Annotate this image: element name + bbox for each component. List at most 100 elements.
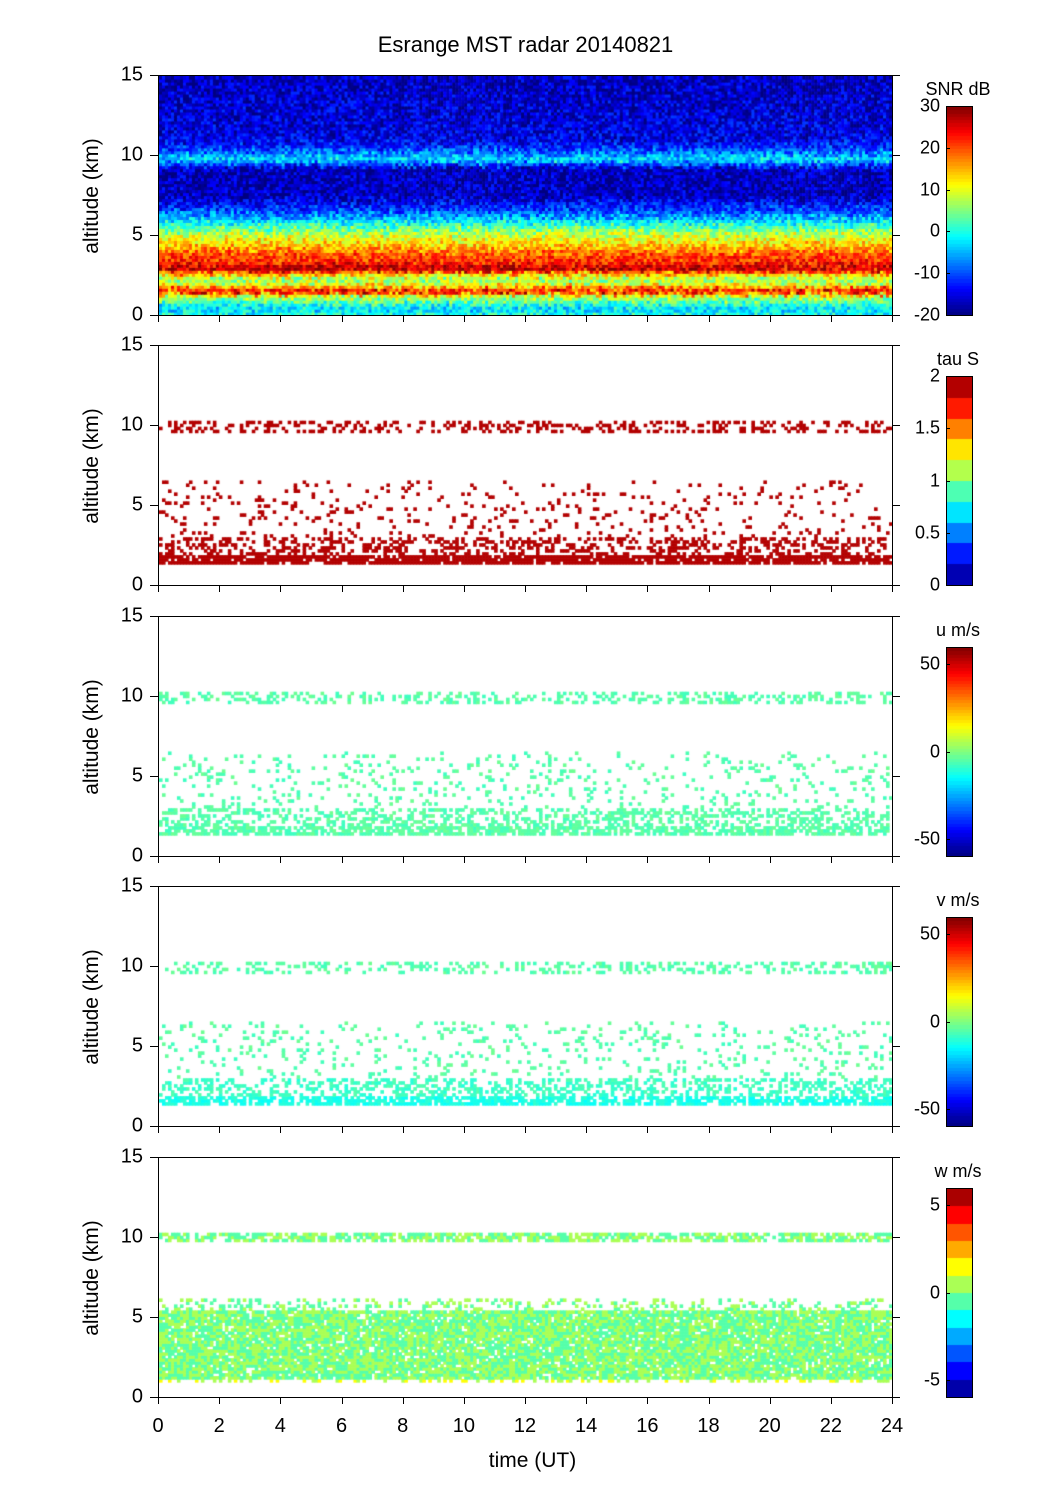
- x-tick-mark: [708, 316, 710, 322]
- y-tick-mark-right: [893, 1317, 900, 1318]
- x-tick-label: 6: [335, 1415, 348, 1437]
- colorbar-tick-label: 50: [919, 923, 940, 944]
- y-tick-label: 15: [120, 604, 143, 627]
- y-axis-label: altitude (km): [80, 407, 103, 524]
- y-tick-mark: [150, 505, 158, 506]
- heatmap-cells-w: [159, 1158, 892, 1397]
- x-tick-mark: [341, 857, 343, 863]
- x-tick-mark: [525, 1398, 526, 1404]
- y-tick-mark: [150, 315, 158, 316]
- x-tick-mark: [463, 316, 465, 322]
- x-tick-mark: [280, 1398, 282, 1404]
- y-tick-mark: [150, 425, 158, 426]
- x-tick-mark: [586, 857, 588, 863]
- heatmap-cells-v: [159, 887, 892, 1126]
- y-tick-label: 5: [131, 1305, 143, 1328]
- x-tick-mark: [647, 1398, 649, 1404]
- y-tick-mark: [150, 616, 158, 617]
- y-tick-label: 10: [120, 954, 143, 977]
- y-tick-mark-right: [893, 585, 900, 586]
- colorbar-tick-label: 20: [919, 137, 940, 158]
- y-tick-mark: [150, 1126, 158, 1127]
- x-tick-mark: [402, 857, 404, 863]
- x-tick-mark: [525, 857, 526, 863]
- x-tick-mark: [708, 1398, 710, 1404]
- y-axis-label: altitude (km): [80, 137, 103, 254]
- x-tick-mark: [341, 316, 343, 322]
- y-tick-mark-right: [893, 1157, 900, 1158]
- x-tick-label: 0: [152, 1415, 164, 1437]
- x-tick-mark: [769, 586, 771, 592]
- heatmap-cells-tau: [159, 346, 892, 585]
- colorbar-tick-mark: [946, 1205, 950, 1207]
- colorbar-tick-mark: [946, 147, 950, 149]
- x-tick-mark: [158, 586, 159, 592]
- y-tick-label: 10: [120, 1225, 143, 1248]
- y-axis-label: altitude (km): [80, 678, 103, 795]
- colorbar-tick-mark: [946, 585, 950, 586]
- colorbar-tick-label: 0: [929, 741, 940, 761]
- y-tick-mark: [150, 1397, 158, 1398]
- y-tick-mark: [150, 1237, 158, 1238]
- y-tick-mark-right: [893, 1126, 900, 1127]
- colorbar-tick-label: 1.5: [914, 417, 940, 438]
- colorbar-label-snr: SNR dB: [925, 79, 991, 99]
- y-tick-label: 15: [120, 1145, 143, 1168]
- x-tick-mark: [219, 1398, 221, 1404]
- colorbar-label-w: w m/s: [934, 1161, 982, 1181]
- x-tick-mark: [586, 316, 588, 322]
- x-tick-mark: [341, 1127, 343, 1133]
- y-tick-mark-right: [893, 315, 900, 316]
- x-tick-mark: [219, 1127, 221, 1133]
- x-tick-mark: [892, 586, 893, 592]
- y-tick-mark-right: [893, 966, 900, 967]
- y-tick-mark: [150, 235, 158, 236]
- colorbar-tick-mark: [946, 532, 950, 534]
- y-tick-label: 15: [120, 333, 143, 356]
- x-tick-label: 8: [397, 1415, 409, 1437]
- y-tick-label: 0: [131, 303, 143, 326]
- y-tick-mark-right: [893, 425, 900, 426]
- colorbar-label-tau: tau S: [936, 349, 980, 369]
- colorbar-tick-mark: [946, 1108, 950, 1110]
- figure-title: Esrange MST radar 20140821: [377, 32, 674, 57]
- x-tick-mark: [280, 857, 282, 863]
- y-tick-mark: [150, 776, 158, 777]
- x-tick-mark: [402, 1398, 404, 1404]
- colorbar-label-u: u m/s: [935, 620, 980, 640]
- y-tick-mark-right: [893, 235, 900, 236]
- x-tick-mark: [586, 1127, 588, 1133]
- y-tick-mark-right: [893, 1237, 900, 1238]
- y-tick-label: 10: [120, 143, 143, 166]
- colorbar-tick-mark: [946, 106, 950, 107]
- colorbar-gradient: [947, 918, 972, 1126]
- x-tick-mark: [402, 316, 404, 322]
- x-tick-label: 18: [697, 1415, 720, 1437]
- colorbar-tick-mark: [946, 480, 950, 482]
- colorbar-snr: [946, 106, 973, 316]
- colorbar-tick-mark: [946, 231, 950, 233]
- x-tick-mark: [769, 1127, 771, 1133]
- x-tick-mark: [647, 1127, 649, 1133]
- y-tick-mark-right: [893, 886, 900, 887]
- x-tick-mark: [158, 1127, 159, 1133]
- heatmap-cells-snr: [159, 76, 892, 315]
- colorbar-gradient: [947, 648, 972, 856]
- colorbar-tick-mark: [946, 428, 950, 430]
- y-tick-mark-right: [893, 345, 900, 346]
- colorbar-tick-label: -10: [913, 262, 940, 283]
- x-tick-mark: [708, 1127, 710, 1133]
- x-tick-mark: [892, 857, 893, 863]
- y-tick-mark: [150, 966, 158, 967]
- x-tick-label: 20: [758, 1415, 781, 1437]
- colorbar-tick-label: -50: [913, 1098, 940, 1119]
- x-tick-label: 2: [213, 1415, 225, 1437]
- colorbar-tick-label: 0: [929, 1011, 940, 1031]
- x-tick-mark: [402, 1127, 404, 1133]
- colorbar-tick-label: -20: [913, 304, 940, 325]
- colorbar-tick-label: 0: [929, 574, 940, 595]
- colorbar-tick-label: 10: [919, 179, 940, 200]
- y-tick-label: 0: [131, 1385, 143, 1408]
- x-tick-label: 10: [452, 1415, 475, 1437]
